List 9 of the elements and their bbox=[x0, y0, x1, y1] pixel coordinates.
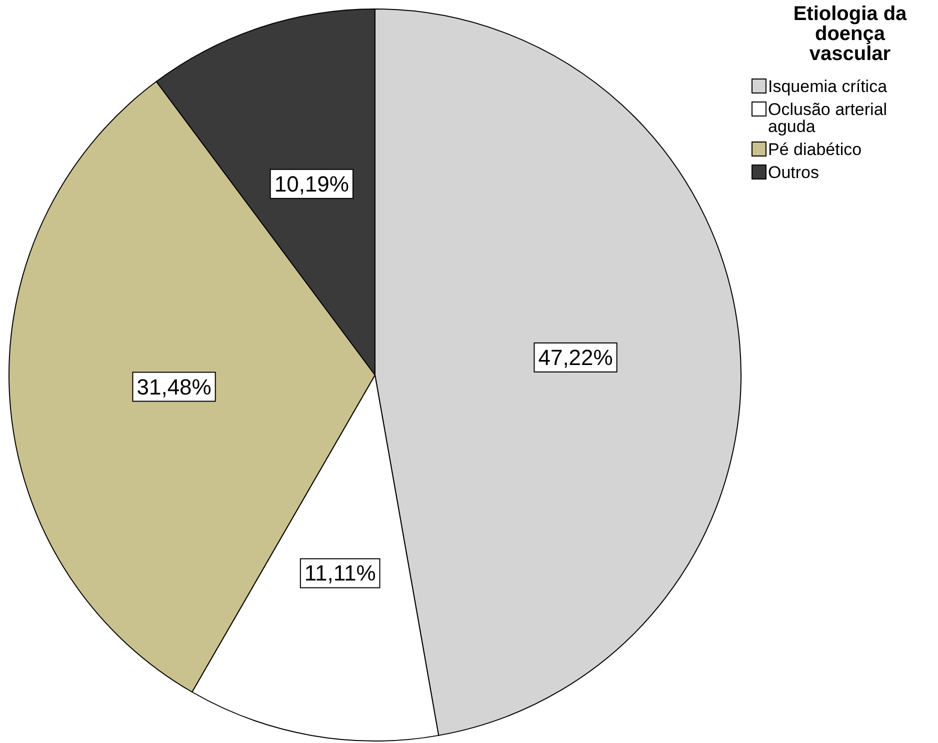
legend-label: Isquemia crítica bbox=[768, 77, 888, 96]
legend-label: Pé diabético bbox=[768, 140, 862, 159]
data-label: 10,19% bbox=[274, 171, 349, 196]
data-label: 11,11% bbox=[304, 560, 376, 586]
legend-label: Oclusão arterial aguda bbox=[768, 100, 888, 136]
legend-title: Etiologia da doença vascular bbox=[793, 3, 908, 65]
legend-label: Outros bbox=[768, 163, 820, 182]
data-label: 47,22% bbox=[538, 344, 613, 370]
data-label: 31,48% bbox=[136, 374, 212, 400]
